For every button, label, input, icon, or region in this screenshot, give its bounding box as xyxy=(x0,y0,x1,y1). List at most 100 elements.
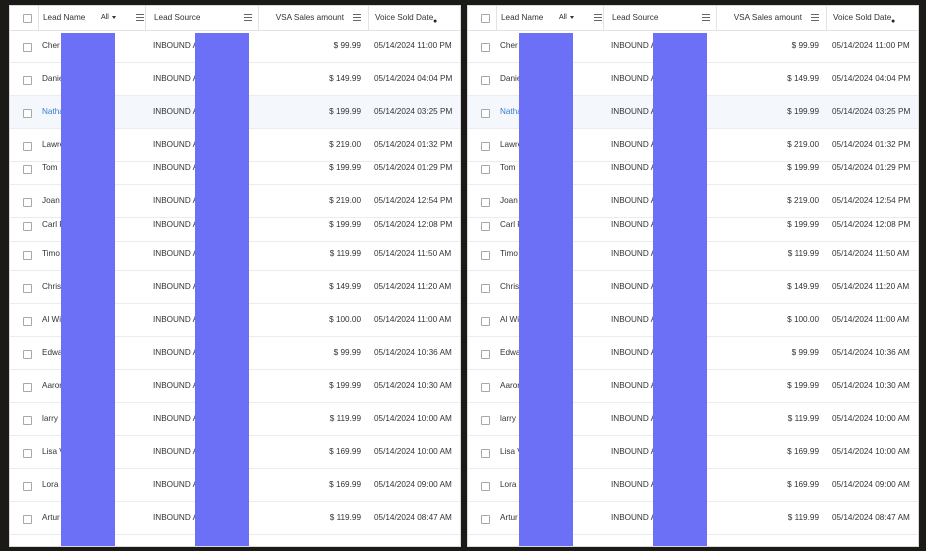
lead-name-cell[interactable]: Lawre xyxy=(500,140,523,149)
lead-name-filter-dropdown[interactable]: All xyxy=(101,6,116,30)
row-checkbox[interactable] xyxy=(23,109,32,118)
lead-name-cell[interactable]: Cher xyxy=(500,41,518,50)
lead-name-cell[interactable]: Al Wi xyxy=(500,315,520,324)
vsa-amount-cell: $ 199.99 xyxy=(329,381,361,390)
column-menu-icon[interactable] xyxy=(244,14,252,22)
row-checkbox[interactable] xyxy=(23,383,32,392)
header-voice-sold-date[interactable]: Voice Sold Date ● xyxy=(826,6,918,30)
vsa-amount-cell: $ 119.99 xyxy=(329,249,361,258)
row-checkbox[interactable] xyxy=(481,165,490,174)
row-checkbox[interactable] xyxy=(23,284,32,293)
lead-name-cell[interactable]: larry xyxy=(42,414,58,423)
lead-name-cell[interactable]: Edwa xyxy=(500,348,521,357)
row-checkbox[interactable] xyxy=(23,482,32,491)
row-checkbox[interactable] xyxy=(481,515,490,524)
header-voice-sold-date[interactable]: Voice Sold Date ● xyxy=(368,6,460,30)
lead-name-cell[interactable]: Cher xyxy=(42,41,60,50)
row-checkbox[interactable] xyxy=(23,76,32,85)
lead-name-cell[interactable]: Lora xyxy=(42,480,59,489)
row-checkbox[interactable] xyxy=(23,416,32,425)
table-header: Lead Name All Lead Source VSA Sales amou… xyxy=(468,6,918,31)
lead-name-cell[interactable]: Timo xyxy=(42,249,60,258)
row-checkbox[interactable] xyxy=(481,482,490,491)
row-checkbox[interactable] xyxy=(23,198,32,207)
vsa-amount-cell: $ 99.99 xyxy=(333,41,361,50)
row-checkbox[interactable] xyxy=(481,222,490,231)
lead-name-cell[interactable]: Carl F xyxy=(42,220,65,229)
lead-name-cell[interactable]: Lora xyxy=(500,480,517,489)
voice-sold-date-cell: 05/14/2024 12:08 PM xyxy=(832,220,911,229)
row-checkbox[interactable] xyxy=(481,416,490,425)
lead-source-cell: INBOUND A xyxy=(153,381,199,390)
column-menu-icon[interactable] xyxy=(353,14,361,22)
lead-name-cell[interactable]: Lisa V xyxy=(500,447,523,456)
row-checkbox[interactable] xyxy=(481,43,490,52)
voice-sold-date-cell: 05/14/2024 01:32 PM xyxy=(374,140,453,149)
lead-name-cell[interactable]: Danie xyxy=(42,74,64,83)
header-lead-name[interactable]: Lead Name All xyxy=(496,6,604,30)
lead-name-cell[interactable]: Natha xyxy=(42,107,64,116)
lead-source-cell: INBOUND A xyxy=(153,414,199,423)
row-checkbox[interactable] xyxy=(23,317,32,326)
row-checkbox[interactable] xyxy=(23,222,32,231)
row-checkbox[interactable] xyxy=(23,515,32,524)
row-checkbox[interactable] xyxy=(481,383,490,392)
row-checkbox[interactable] xyxy=(481,284,490,293)
header-lead-name[interactable]: Lead Name All xyxy=(38,6,146,30)
vsa-amount-cell: $ 169.99 xyxy=(329,480,361,489)
column-menu-icon[interactable] xyxy=(811,14,819,22)
lead-name-cell[interactable]: Lawre xyxy=(42,140,65,149)
header-select-cell xyxy=(468,6,496,30)
lead-name-cell[interactable]: Chris xyxy=(500,282,520,291)
lead-name-cell[interactable]: Natha xyxy=(500,107,522,116)
row-checkbox[interactable] xyxy=(481,449,490,458)
row-checkbox[interactable] xyxy=(481,198,490,207)
table-header: Lead Name All Lead Source VSA Sales amou… xyxy=(10,6,460,31)
lead-name-cell[interactable]: Joan xyxy=(42,196,60,205)
lead-name-cell[interactable]: Aaron xyxy=(42,381,64,390)
lead-name-cell[interactable]: Tom xyxy=(500,163,516,172)
select-all-checkbox[interactable] xyxy=(23,14,32,23)
header-vsa-amount[interactable]: VSA Sales amount xyxy=(258,6,368,30)
vsa-amount-cell: $ 219.00 xyxy=(329,196,361,205)
lead-name-cell[interactable]: Edwa xyxy=(42,348,63,357)
select-all-checkbox[interactable] xyxy=(481,14,490,23)
row-checkbox[interactable] xyxy=(481,317,490,326)
lead-name-cell[interactable]: Carl F xyxy=(500,220,523,229)
lead-name-filter-dropdown[interactable]: All xyxy=(559,6,574,30)
header-lead-source[interactable]: Lead Source xyxy=(145,6,258,30)
header-lead-source[interactable]: Lead Source xyxy=(603,6,716,30)
lead-name-cell[interactable]: Tom xyxy=(42,163,58,172)
lead-name-cell[interactable]: Danie xyxy=(500,74,522,83)
column-menu-icon[interactable] xyxy=(702,14,710,22)
lead-name-cell[interactable]: Joan xyxy=(500,196,518,205)
lead-name-cell[interactable]: Aaron xyxy=(500,381,522,390)
row-checkbox[interactable] xyxy=(23,43,32,52)
lead-name-cell[interactable]: Al Wi xyxy=(42,315,62,324)
row-checkbox[interactable] xyxy=(23,449,32,458)
row-checkbox[interactable] xyxy=(481,76,490,85)
column-menu-icon[interactable] xyxy=(136,14,144,22)
lead-source-cell: INBOUND A xyxy=(611,220,657,229)
lead-name-cell[interactable]: Lisa V xyxy=(42,447,65,456)
vsa-amount-cell: $ 169.99 xyxy=(329,447,361,456)
lead-name-cell[interactable]: Timo xyxy=(500,249,518,258)
header-lead-name-label: Lead Name xyxy=(501,13,544,22)
row-checkbox[interactable] xyxy=(23,251,32,260)
row-checkbox[interactable] xyxy=(23,350,32,359)
lead-source-cell: INBOUND A xyxy=(153,249,199,258)
row-checkbox[interactable] xyxy=(481,350,490,359)
row-checkbox[interactable] xyxy=(481,109,490,118)
row-checkbox[interactable] xyxy=(23,142,32,151)
row-checkbox[interactable] xyxy=(23,165,32,174)
lead-name-cell[interactable]: Artur xyxy=(500,513,518,522)
redaction-block-source xyxy=(195,33,249,546)
header-vsa-amount[interactable]: VSA Sales amount xyxy=(716,6,826,30)
row-checkbox[interactable] xyxy=(481,251,490,260)
lead-name-cell[interactable]: Chris xyxy=(42,282,62,291)
column-menu-icon[interactable] xyxy=(594,14,602,22)
vsa-amount-cell: $ 99.99 xyxy=(333,348,361,357)
lead-name-cell[interactable]: Artur xyxy=(42,513,60,522)
lead-name-cell[interactable]: larry xyxy=(500,414,516,423)
row-checkbox[interactable] xyxy=(481,142,490,151)
